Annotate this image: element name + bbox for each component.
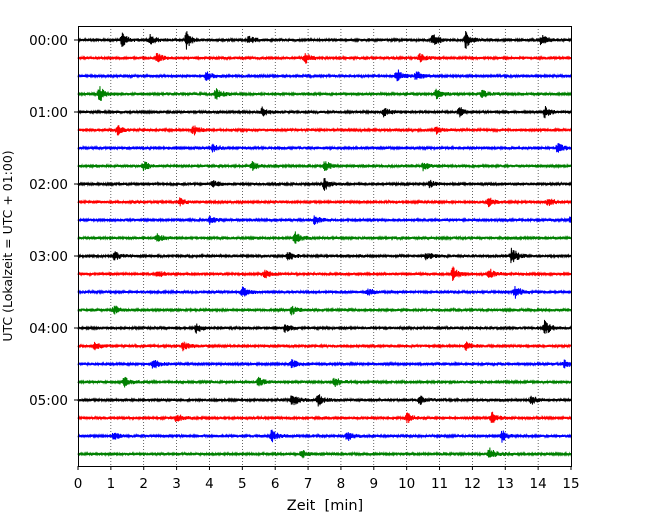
seismic-trace [77,247,572,264]
seismic-trace [77,286,572,299]
y-tick-label: 00:00 [29,33,68,49]
seismic-trace [77,447,572,459]
y-tick-label: 03:00 [29,249,68,265]
x-tick-label: 5 [238,476,247,492]
seismic-trace [77,215,572,226]
seismic-trace [77,359,572,369]
seismic-trace [77,319,572,334]
x-tick-label: 6 [271,476,280,492]
seismic-trace [77,125,572,136]
x-axis-ticks: 0 1 2 3 4 5 6 7 8 9 10 11 12 13 14 15 [74,466,580,492]
seismic-trace [77,341,572,352]
seismic-trace [77,143,572,153]
seismic-trace [77,231,572,244]
seismic-trace [77,394,572,407]
seismic-trace [77,106,572,119]
x-tick-label: 4 [205,476,214,492]
x-tick-label: 12 [464,476,481,492]
seismic-trace [77,69,572,82]
plot-frame [78,26,572,467]
x-tick-label: 11 [431,476,448,492]
x-tick-label: 8 [337,476,346,492]
y-tick-label: 04:00 [29,321,68,337]
seismic-trace [77,411,572,424]
x-tick-label: 9 [370,476,379,492]
trace-layer [77,30,572,459]
seismic-trace [77,178,572,191]
seismic-trace [77,53,572,64]
x-tick-label: 7 [304,476,313,492]
seismic-trace [77,197,572,208]
x-tick-label: 1 [107,476,116,492]
x-tick-label: 14 [530,476,547,492]
seismic-trace [77,305,572,316]
x-tick-label: 2 [139,476,148,492]
seismic-trace [77,429,572,443]
x-tick-label: 15 [562,476,579,492]
x-axis-label: Zeit [min] [287,498,363,514]
y-tick-label: 05:00 [29,393,68,409]
y-tick-label: 01:00 [29,105,68,121]
y-axis-label: UTC (Lokalzeit = UTC + 01:00) [0,150,15,341]
x-tick-label: 0 [74,476,83,492]
seismic-trace [77,86,572,101]
y-axis-ticks: 00:00 01:00 02:00 03:00 04:00 05:00 [29,33,78,409]
seismic-trace [77,160,572,172]
seismic-trace [77,30,572,50]
x-tick-label: 3 [172,476,181,492]
seismic-trace [77,266,572,282]
y-tick-label: 02:00 [29,177,68,193]
x-tick-label: 13 [497,476,514,492]
x-tick-label: 10 [398,476,415,492]
seismic-trace [77,376,572,388]
grid-lines [110,26,539,466]
